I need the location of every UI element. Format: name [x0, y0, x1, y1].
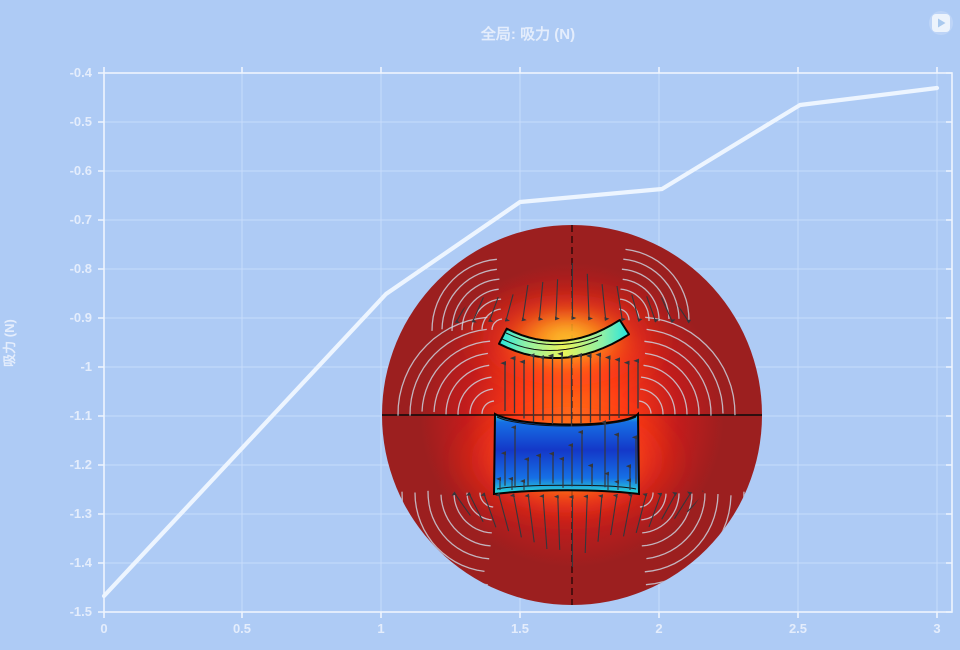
svg-text:-1.1: -1.1 [70, 408, 92, 423]
svg-text:1.5: 1.5 [511, 621, 529, 636]
svg-text:-1.3: -1.3 [70, 506, 92, 521]
svg-text:2: 2 [655, 621, 662, 636]
svg-text:1: 1 [377, 621, 384, 636]
svg-text:全局: 吸力 (N): 全局: 吸力 (N) [480, 25, 575, 43]
svg-text:-1.5: -1.5 [70, 604, 92, 619]
svg-text:-1.4: -1.4 [70, 555, 93, 570]
svg-text:0.5: 0.5 [233, 621, 251, 636]
svg-text:吸力 (N): 吸力 (N) [2, 319, 17, 367]
svg-text:-1: -1 [80, 359, 92, 374]
svg-text:0: 0 [100, 621, 107, 636]
svg-text:-0.4: -0.4 [70, 65, 93, 80]
svg-text:-0.5: -0.5 [70, 114, 92, 129]
svg-text:-0.7: -0.7 [70, 212, 92, 227]
svg-text:-0.6: -0.6 [70, 163, 92, 178]
svg-text:3: 3 [933, 621, 940, 636]
svg-text:-0.9: -0.9 [70, 310, 92, 325]
svg-text:-1.2: -1.2 [70, 457, 92, 472]
svg-text:-0.8: -0.8 [70, 261, 92, 276]
svg-text:2.5: 2.5 [789, 621, 807, 636]
